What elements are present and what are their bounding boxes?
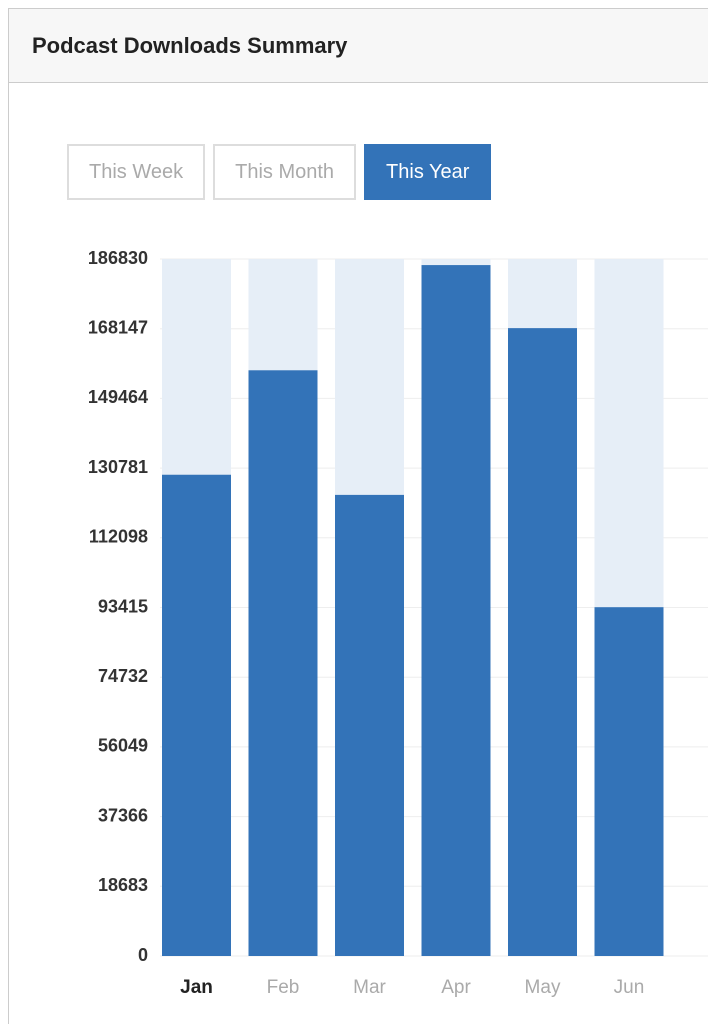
- bar: [248, 370, 318, 956]
- x-tick-label: Feb: [267, 977, 300, 998]
- panel-title: Podcast Downloads Summary: [32, 33, 348, 58]
- x-tick-label: Jan: [180, 977, 213, 998]
- x-tick-label: Mar: [353, 977, 386, 998]
- y-tick-label: 186830: [88, 248, 148, 268]
- y-tick-label: 56049: [98, 736, 148, 756]
- y-tick-label: 168147: [88, 317, 148, 337]
- tab-bar: This Week This Month This Year: [67, 144, 492, 200]
- tab[interactable]: This Year: [364, 144, 492, 200]
- bar: [335, 494, 404, 956]
- bar: [421, 265, 491, 956]
- y-tick-label: 149464: [88, 387, 148, 407]
- y-tick-label: 74732: [98, 666, 148, 686]
- bar: [162, 474, 231, 956]
- x-tick-label: Jun: [614, 977, 645, 998]
- tab[interactable]: This Week: [67, 144, 206, 200]
- y-tick-label: 37366: [98, 805, 148, 825]
- y-tick-label: 112098: [89, 527, 148, 547]
- y-tick-label: 18683: [98, 875, 148, 895]
- y-tick-label: 93415: [98, 596, 148, 616]
- tab[interactable]: This Month: [213, 144, 357, 200]
- bar: [594, 607, 664, 956]
- x-tick-label: May: [525, 977, 561, 998]
- header: Podcast Downloads Summary: [9, 9, 708, 83]
- x-tick-label: Apr: [441, 977, 471, 998]
- y-tick-label: 130781: [88, 457, 148, 477]
- bar: [508, 328, 577, 956]
- panel: Podcast Downloads Summary This Week This …: [8, 8, 708, 1024]
- y-tick-label: 0: [138, 945, 148, 965]
